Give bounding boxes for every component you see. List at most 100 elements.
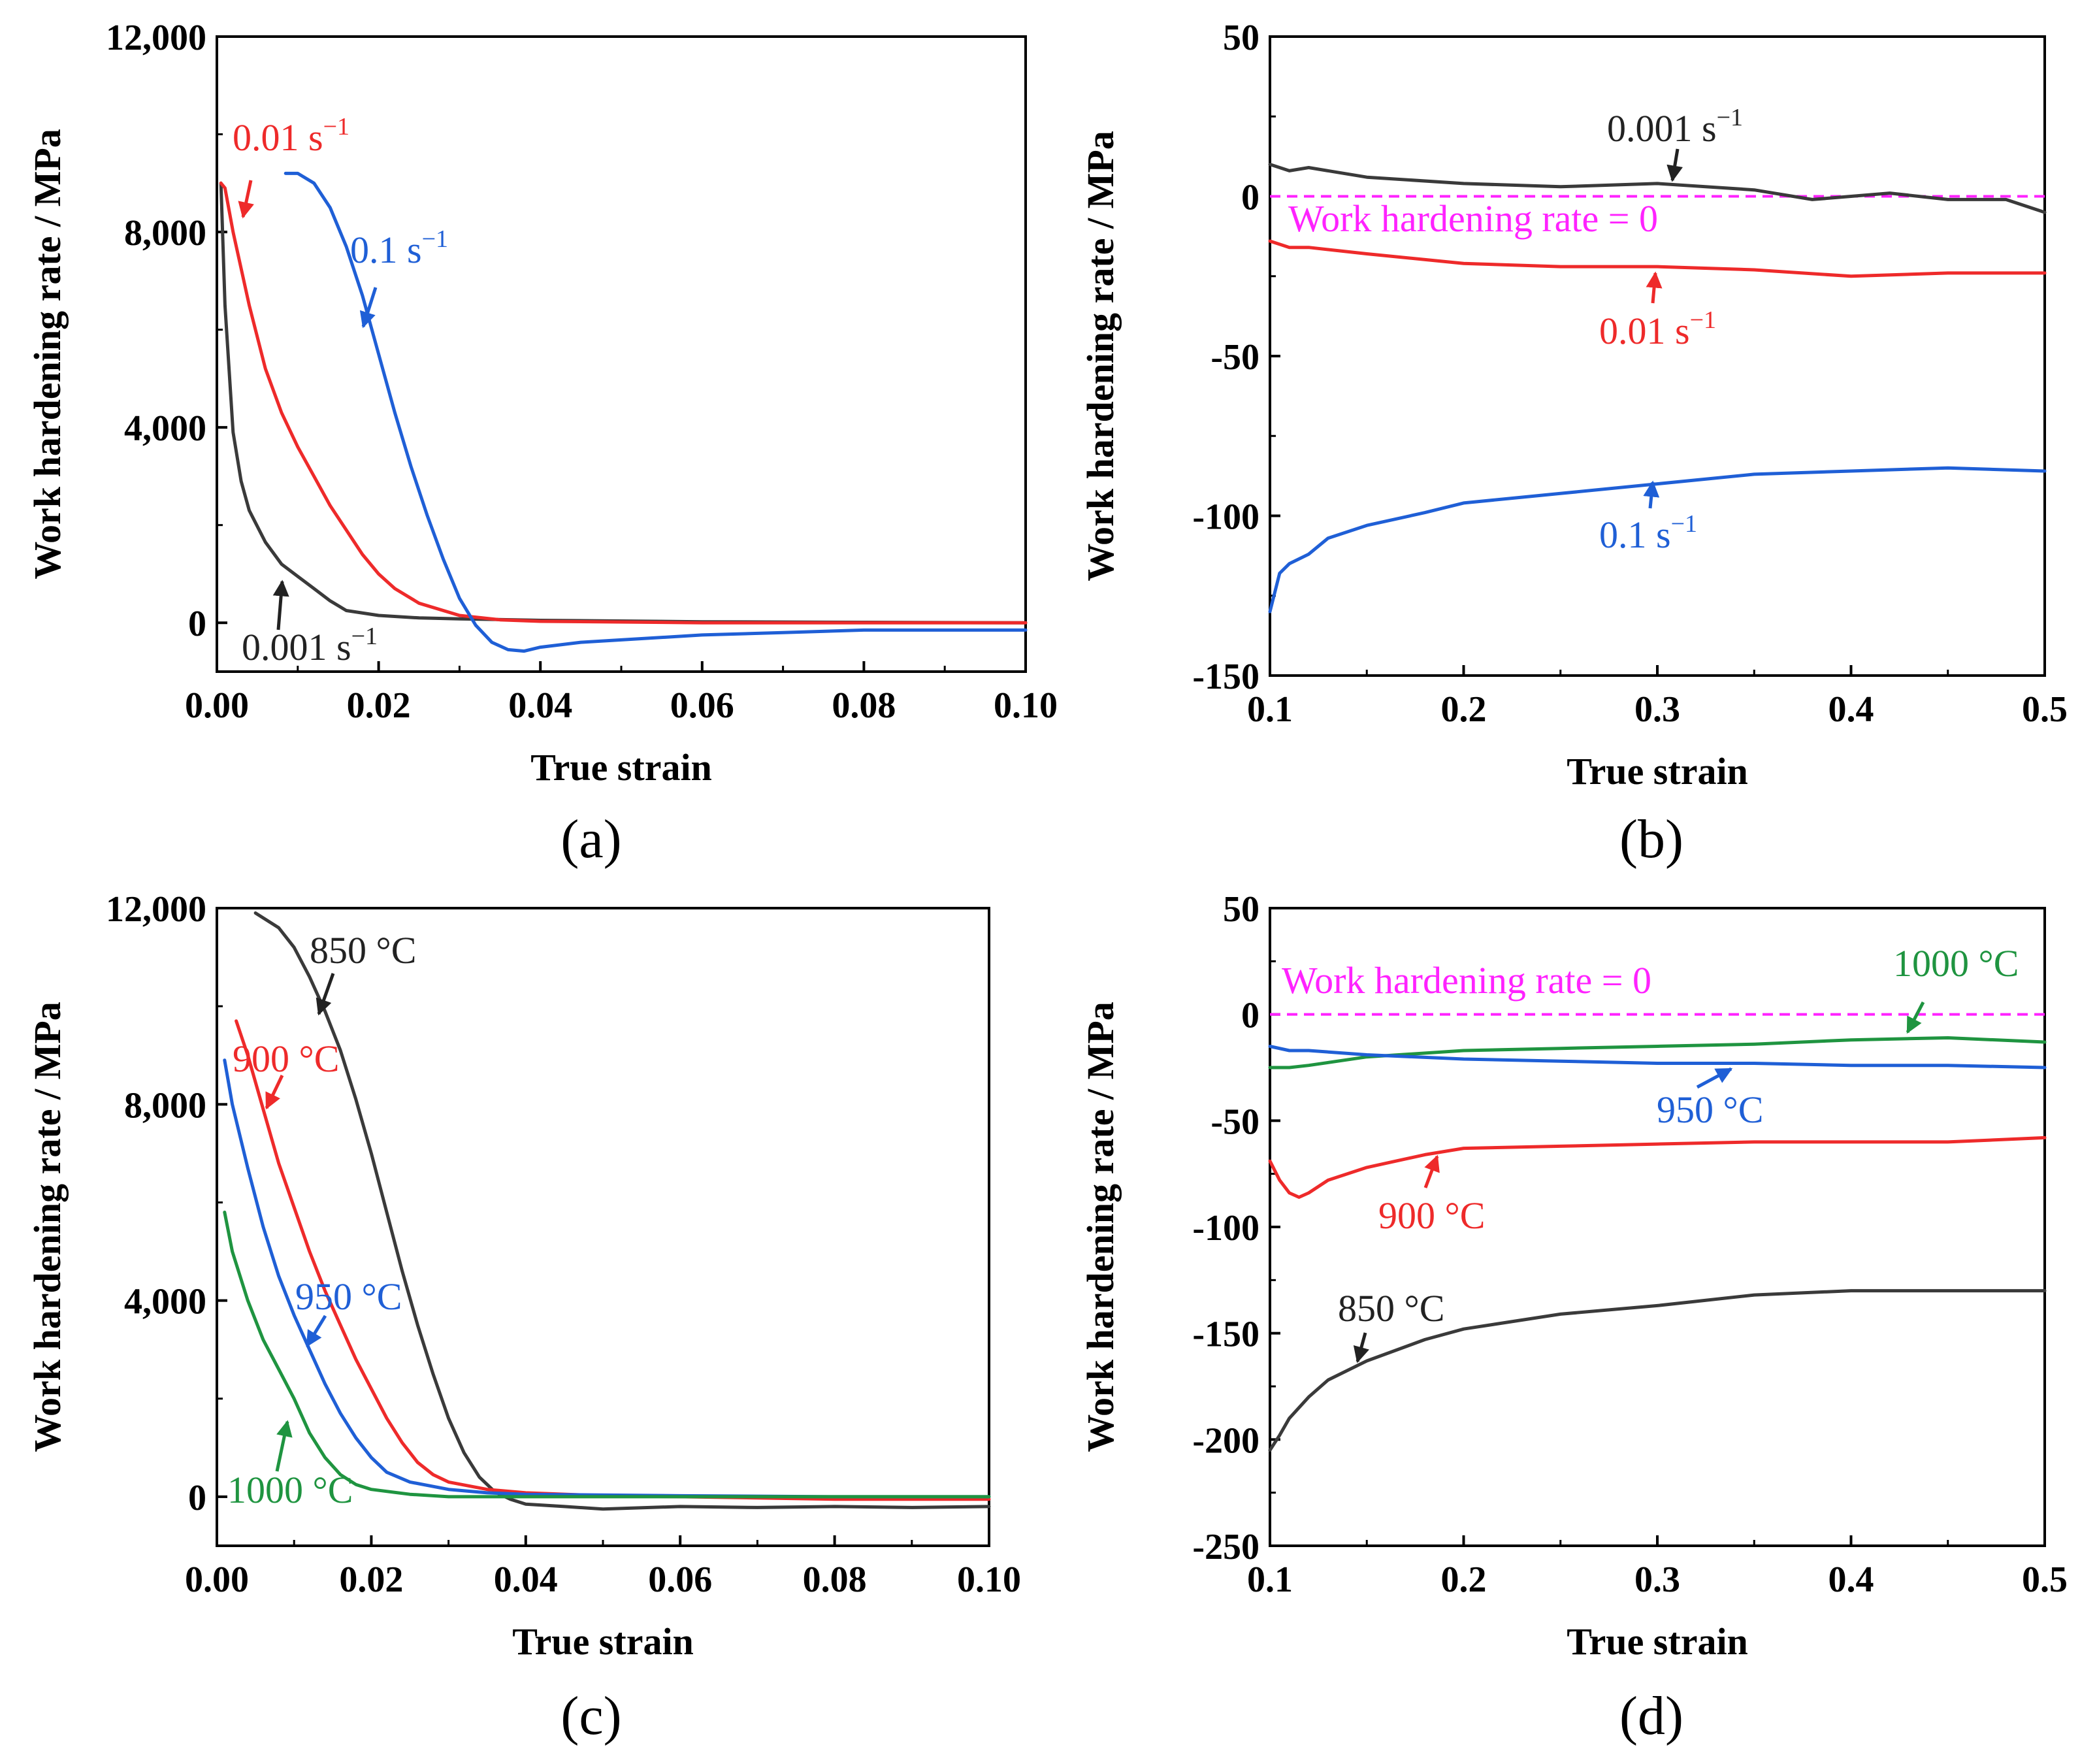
annotation-b-rate-001-arrow xyxy=(1646,271,1663,304)
panel-b-y-tick-label: -50 xyxy=(1211,337,1259,378)
panel-c-plot: 0.00 0.02 0.04 0.06 0.08 0.10 0 4,000 8,000 12,00… xyxy=(26,889,1021,1663)
panel-b-y-tick-label: -100 xyxy=(1192,497,1259,538)
panel-d-series-blue xyxy=(1268,1045,2047,1070)
panel-a-x-tick-label: 0.08 xyxy=(832,685,896,726)
annotation-b-reference-label: Work hardening rate = 0 xyxy=(1288,197,1658,240)
panel-c-x-tick-label: 0.06 xyxy=(648,1560,712,1600)
panel-b-series-black xyxy=(1268,163,2047,214)
panel-b-y-tick-label: 50 xyxy=(1223,18,1259,58)
panel-a-y-tick-label: 4,000 xyxy=(124,408,206,449)
panel-a-label: (a) xyxy=(561,809,621,870)
annotation-c-950: 950 °C xyxy=(295,1275,402,1318)
panel-c-frame xyxy=(216,907,990,1547)
panel-c-y-tick-label: 8,000 xyxy=(124,1085,206,1126)
panel-d-x-tick-label: 0.4 xyxy=(1828,1560,1874,1600)
panel-b-y-tick-label: -150 xyxy=(1192,657,1259,697)
panel-c-x-tick-label: 0.10 xyxy=(957,1560,1021,1600)
panel-b-series-red xyxy=(1268,239,2047,278)
panel-c-series-blue xyxy=(223,1058,991,1499)
panel-a-series-black xyxy=(219,181,1028,625)
panel-d-y-tick-label: -250 xyxy=(1192,1527,1259,1567)
panel-b-y-tick-label: 0 xyxy=(1241,178,1259,218)
annotation-d-reference-label: Work hardening rate = 0 xyxy=(1282,959,1651,1002)
annotation-c-1000-arrow xyxy=(275,1420,293,1472)
annotation-a-rate-001-arrow xyxy=(238,180,254,219)
annotation-a-rate-001: 0.01 s−1 xyxy=(233,113,349,159)
panel-a-y-tick-label: 8,000 xyxy=(124,213,206,253)
panel-c-x-tick-label: 0.00 xyxy=(185,1560,249,1600)
panel-d-x-axis-title: True strain xyxy=(1567,1620,1748,1663)
annotation-d-900-arrow xyxy=(1423,1154,1440,1188)
annotation-a-rate-01: 0.1 s−1 xyxy=(350,225,448,271)
panel-d-plot: 0.1 0.2 0.3 0.4 0.5 -250 -200 -150 -100 -50 0 50 Tru… xyxy=(1079,889,2068,1663)
annotation-c-1000: 1000 °C xyxy=(227,1469,353,1511)
panel-d-y-tick-label: -150 xyxy=(1192,1315,1259,1355)
annotation-d-950-arrow xyxy=(1696,1067,1733,1089)
panel-c-y-tick-label: 4,000 xyxy=(124,1282,206,1322)
panel-c-x-axis-title: True strain xyxy=(512,1620,694,1663)
panel-c-series-green xyxy=(223,1211,991,1499)
panel-d-y-tick-label: -50 xyxy=(1211,1102,1259,1142)
annotation-c-850-arrow xyxy=(316,973,335,1016)
panel-d-series-green xyxy=(1268,1036,2047,1070)
annotation-d-850: 850 °C xyxy=(1338,1287,1444,1330)
panel-d-y-tick-label: 0 xyxy=(1241,996,1259,1036)
panel-a-x-tick-label: 0.04 xyxy=(508,685,572,726)
annotation-a-rate-0001: 0.001 s−1 xyxy=(242,623,378,668)
panel-d-y-tick-label: -100 xyxy=(1192,1208,1259,1249)
panel-d-y-tick-label: -200 xyxy=(1192,1420,1259,1461)
panel-a-x-axis-title: True strain xyxy=(530,746,712,789)
panel-c-x-tick-label: 0.04 xyxy=(494,1560,558,1600)
annotation-d-1000-arrow xyxy=(1906,1001,1925,1034)
panel-a-x-tick-label: 0.02 xyxy=(347,685,411,726)
annotation-c-950-arrow xyxy=(305,1315,327,1348)
annotation-c-850: 850 °C xyxy=(310,929,416,972)
panel-c-y-tick-label: 12,000 xyxy=(106,889,206,930)
panel-b: 0.1 0.2 0.3 0.4 0.5 -150 -100 -50 0 50 True strain… xyxy=(1079,18,2068,870)
annotation-b-rate-01: 0.1 s−1 xyxy=(1599,510,1697,556)
panel-b-series-blue xyxy=(1268,466,2047,613)
annotation-d-950: 950 °C xyxy=(1657,1088,1763,1131)
panel-d: 0.1 0.2 0.3 0.4 0.5 -250 -200 -150 -100 -50 0 50 Tru… xyxy=(1079,889,2068,1746)
annotation-a-rate-01-arrow xyxy=(359,287,378,329)
panel-a-series-blue xyxy=(284,171,1028,653)
annotation-d-900: 900 °C xyxy=(1378,1194,1485,1237)
annotation-b-rate-01-arrow xyxy=(1643,480,1660,509)
panel-b-label: (b) xyxy=(1619,809,1683,870)
annotation-b-rate-0001: 0.001 s−1 xyxy=(1607,104,1743,150)
panel-a-y-tick-label: 12,000 xyxy=(106,18,206,58)
panel-d-x-tick-label: 0.5 xyxy=(2022,1560,2068,1600)
panel-a-y-axis-title: Work hardening rate / MPa xyxy=(26,129,69,580)
panel-c-label: (c) xyxy=(561,1686,621,1746)
panel-b-x-tick-label: 0.3 xyxy=(1634,689,1680,730)
panel-c-x-tick-label: 0.08 xyxy=(803,1560,867,1600)
panel-d-x-tick-label: 0.2 xyxy=(1441,1560,1487,1600)
panel-b-x-tick-label: 0.4 xyxy=(1828,689,1874,730)
annotation-a-rate-0001-arrow xyxy=(272,580,289,630)
panel-d-x-tick-label: 0.1 xyxy=(1247,1560,1293,1600)
panel-b-x-tick-label: 0.2 xyxy=(1441,689,1487,730)
panel-c-x-tick-label: 0.02 xyxy=(339,1560,403,1600)
annotation-b-rate-001: 0.01 s−1 xyxy=(1599,306,1716,352)
panel-d-y-axis-title: Work hardening rate / MPa xyxy=(1079,1002,1122,1452)
panel-a-plot: 0.00 0.02 0.04 0.06 0.08 0.10 0 4,000 8,000 12,00… xyxy=(26,18,1058,789)
panel-b-x-tick-label: 0.5 xyxy=(2022,689,2068,730)
panel-c-y-axis-title: Work hardening rate / MPa xyxy=(26,1002,69,1452)
panel-a: 0.00 0.02 0.04 0.06 0.08 0.10 0 4,000 8,000 12,00… xyxy=(26,18,1058,870)
panel-d-y-tick-label: 50 xyxy=(1223,889,1259,930)
panel-a-series-red xyxy=(219,181,1028,625)
annotation-d-850-arrow xyxy=(1353,1332,1369,1364)
annotation-b-rate-0001-arrow xyxy=(1666,148,1683,182)
panel-a-x-tick-label: 0.10 xyxy=(994,685,1058,726)
annotation-c-900-arrow xyxy=(265,1074,284,1110)
panel-d-series-black xyxy=(1268,1289,2047,1452)
panel-b-plot: 0.1 0.2 0.3 0.4 0.5 -150 -100 -50 0 50 True strain… xyxy=(1079,18,2068,792)
panel-a-x-tick-label: 0.06 xyxy=(670,685,734,726)
panel-d-series-red xyxy=(1268,1135,2047,1199)
panel-a-y-tick-label: 0 xyxy=(188,604,206,644)
panel-b-y-axis-title: Work hardening rate / MPa xyxy=(1079,131,1122,581)
panel-b-x-tick-label: 0.1 xyxy=(1247,689,1293,730)
panel-d-label: (d) xyxy=(1619,1686,1683,1746)
panel-c: 0.00 0.02 0.04 0.06 0.08 0.10 0 4,000 8,000 12,00… xyxy=(26,889,1021,1746)
